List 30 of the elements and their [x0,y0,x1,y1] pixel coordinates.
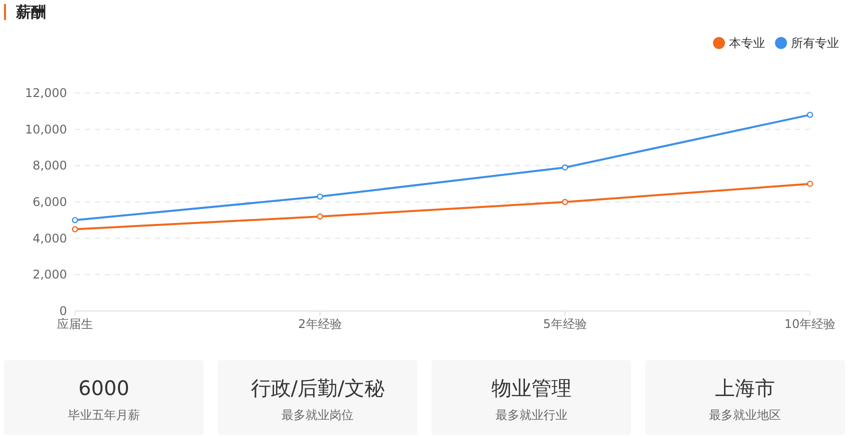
y-tick-label: 0 [59,304,67,318]
point [72,217,78,224]
y-tick-label: 2,000 [32,268,67,282]
point [806,112,814,118]
y-tick-label: 12,000 [25,86,67,100]
point [316,213,324,220]
y-tick-label: 8,000 [32,158,67,173]
x-tick-label: 5年经验 [543,317,587,331]
text: 最多就业行业 [495,408,568,422]
text: 行政/后勤/文秘 [250,376,384,400]
point [72,226,78,232]
text: 6000 [78,376,130,400]
point [562,164,568,171]
y-tick-label: 10,000 [25,122,67,136]
y-tick-label: 6,000 [32,195,67,209]
legend-label: 所有专业 [791,36,839,50]
text: 毕业五年月薪 [68,408,140,422]
x-tick-label: 2年经验 [298,317,342,331]
text: 上海市 [715,376,776,400]
point [316,193,324,200]
point [806,180,814,187]
y-tick-label: 4,000 [32,231,67,246]
text: 物业管理 [491,376,572,400]
chart-title: 薪酬 [15,3,46,21]
point [562,198,568,206]
text: 最多就业岗位 [282,408,354,422]
x-tick-label: 应届生 [57,317,93,331]
legend-label: 本专业 [729,36,765,50]
text: 最多就业地区 [709,408,782,422]
x-tick-label: 10年经验 [784,317,836,331]
